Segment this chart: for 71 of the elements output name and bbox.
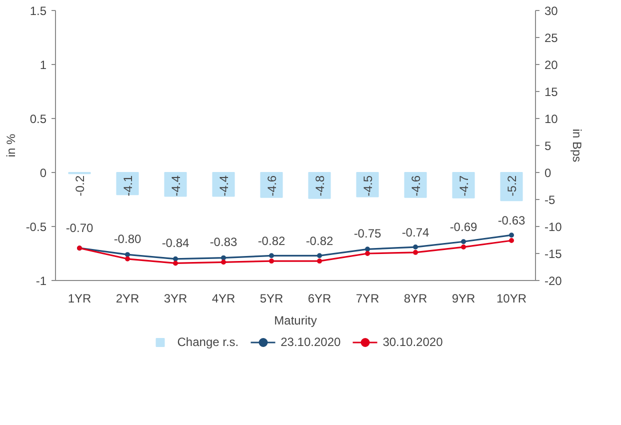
data-label: -0.70 — [66, 221, 94, 236]
point — [413, 250, 418, 255]
y2-tick-label: 25 — [544, 31, 558, 45]
data-label: -0.83 — [210, 235, 238, 250]
point — [461, 244, 466, 250]
data-label: -0.75 — [354, 226, 382, 240]
point — [509, 232, 514, 238]
data-label: -4.4 — [217, 175, 231, 196]
point — [365, 246, 370, 252]
point — [413, 244, 418, 250]
x-tick-label: 3YR — [164, 292, 188, 306]
point — [317, 258, 322, 264]
data-label: -0.63 — [498, 214, 526, 228]
y-axis-title: in % — [4, 134, 18, 158]
x-tick-label: 8YR — [404, 292, 428, 306]
y2-tick-label: 10 — [544, 112, 558, 126]
y2-tick-label: 15 — [544, 85, 558, 99]
y-tick-label: -1 — [36, 274, 47, 288]
data-label: -4.4 — [169, 175, 183, 196]
x-axis-title: Maturity — [274, 314, 317, 328]
data-label: -0.2 — [73, 175, 87, 196]
point — [365, 251, 370, 256]
data-label: -0.69 — [450, 220, 478, 234]
data-label: -4.7 — [457, 175, 471, 196]
point — [317, 253, 322, 258]
legend-label: 30.10.2020 — [382, 335, 443, 349]
x-tick-label: 5YR — [260, 292, 284, 306]
y2-tick-label: -5 — [544, 193, 556, 207]
x-tick-label: 10YR — [496, 292, 527, 306]
data-label: -0.80 — [114, 232, 142, 246]
point — [269, 253, 274, 258]
point — [509, 238, 514, 244]
x-tick-label: 4YR — [212, 292, 236, 306]
legend-label: 23.10.2020 — [280, 335, 341, 349]
y2-tick-label: 0 — [544, 166, 552, 180]
x-tick-label: 1YR — [68, 292, 92, 306]
data-label: -5.2 — [505, 175, 519, 196]
legend-label: Change r.s. — [177, 335, 239, 349]
point — [125, 252, 130, 258]
y-tick-label: 1 — [40, 58, 47, 72]
y-tick-label: 0.5 — [30, 112, 47, 126]
data-label: -4.6 — [409, 175, 423, 196]
data-label: -0.82 — [258, 234, 286, 248]
y2-tick-label: -20 — [544, 274, 562, 288]
data-label: -0.84 — [162, 236, 190, 250]
x-tick-label: 7YR — [356, 292, 380, 306]
data-label: -0.74 — [402, 225, 430, 240]
data-label: -0.82 — [306, 234, 334, 248]
y2-tick-label: -15 — [544, 247, 562, 261]
point — [221, 255, 226, 260]
y-tick-label: 1.5 — [30, 4, 47, 18]
y-tick-label: 0 — [40, 166, 47, 180]
y2-tick-label: 20 — [544, 58, 558, 72]
y2-tick-label: 5 — [544, 139, 552, 153]
y2-tick-label: -10 — [544, 220, 562, 234]
x-tick-label: 2YR — [116, 292, 140, 306]
point — [269, 258, 274, 264]
point — [173, 256, 178, 262]
y2-tick-label: 30 — [544, 4, 558, 18]
data-label: -4.1 — [121, 175, 135, 196]
point — [125, 256, 130, 262]
point — [221, 260, 226, 265]
data-label: -4.8 — [313, 175, 327, 196]
x-tick-label: 9YR — [452, 292, 476, 306]
x-tick-label: 6YR — [308, 292, 332, 306]
data-label: -4.6 — [265, 175, 279, 196]
y-tick-label: -0.5 — [26, 220, 47, 234]
data-label: -4.5 — [361, 175, 375, 196]
y2-axis-title: in Bps — [570, 128, 584, 162]
point — [461, 239, 466, 244]
point — [173, 260, 178, 266]
